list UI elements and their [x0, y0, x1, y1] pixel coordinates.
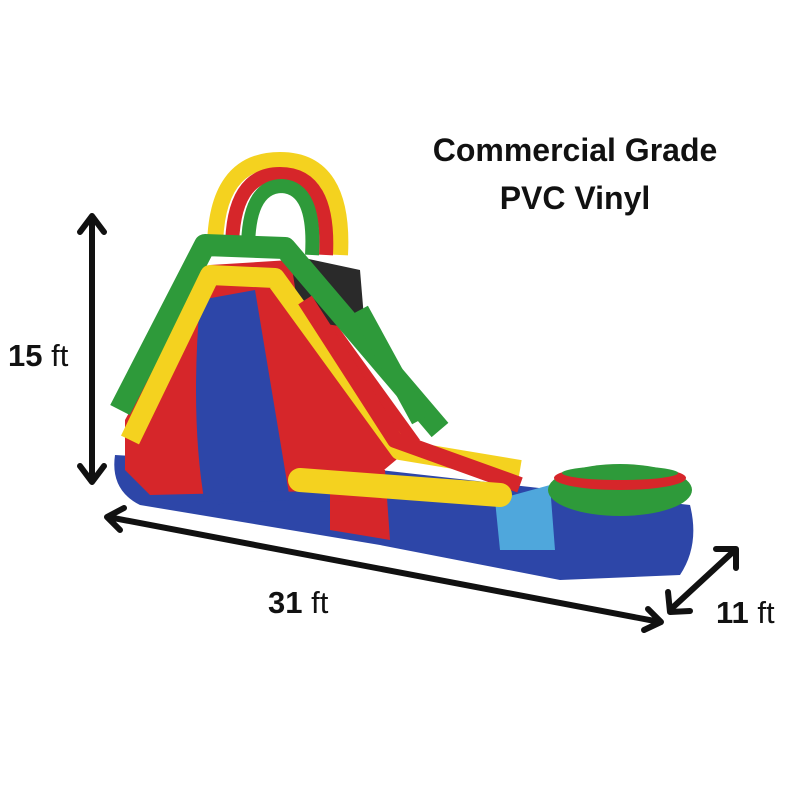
stripe-red: [298, 295, 523, 493]
arch-red: [225, 166, 334, 256]
arrowhead: [77, 213, 107, 235]
dim-value: 15: [8, 338, 43, 373]
caption-line: PVC Vinyl: [499, 180, 651, 216]
arrowhead: [77, 463, 107, 485]
caption-line: Commercial Grade: [432, 132, 718, 168]
slide-run: [288, 468, 512, 507]
arch-green: [241, 178, 320, 256]
width-label: 11 ft: [716, 595, 775, 631]
dim-value: 11: [716, 595, 749, 630]
arrowhead: [665, 589, 693, 615]
dim-unit: ft: [757, 595, 775, 630]
length-arrow: [105, 514, 663, 625]
arrows: [77, 213, 739, 633]
tower-blue: [196, 290, 290, 505]
arrowhead: [713, 546, 739, 571]
arrowhead: [104, 505, 127, 533]
blower-tube: [197, 477, 238, 513]
height-label: 15 ft: [8, 338, 68, 374]
stripe-green: [110, 234, 449, 438]
arch-yellow: [207, 151, 349, 256]
dim-value: 31: [268, 585, 303, 620]
width-arrow: [667, 547, 738, 613]
length-label: 31 ft: [268, 585, 328, 621]
dim-unit: ft: [51, 338, 69, 373]
arrowhead: [641, 606, 664, 633]
dim-unit: ft: [311, 585, 329, 620]
rim-top: [562, 466, 678, 480]
stripe-green2: [352, 305, 428, 425]
